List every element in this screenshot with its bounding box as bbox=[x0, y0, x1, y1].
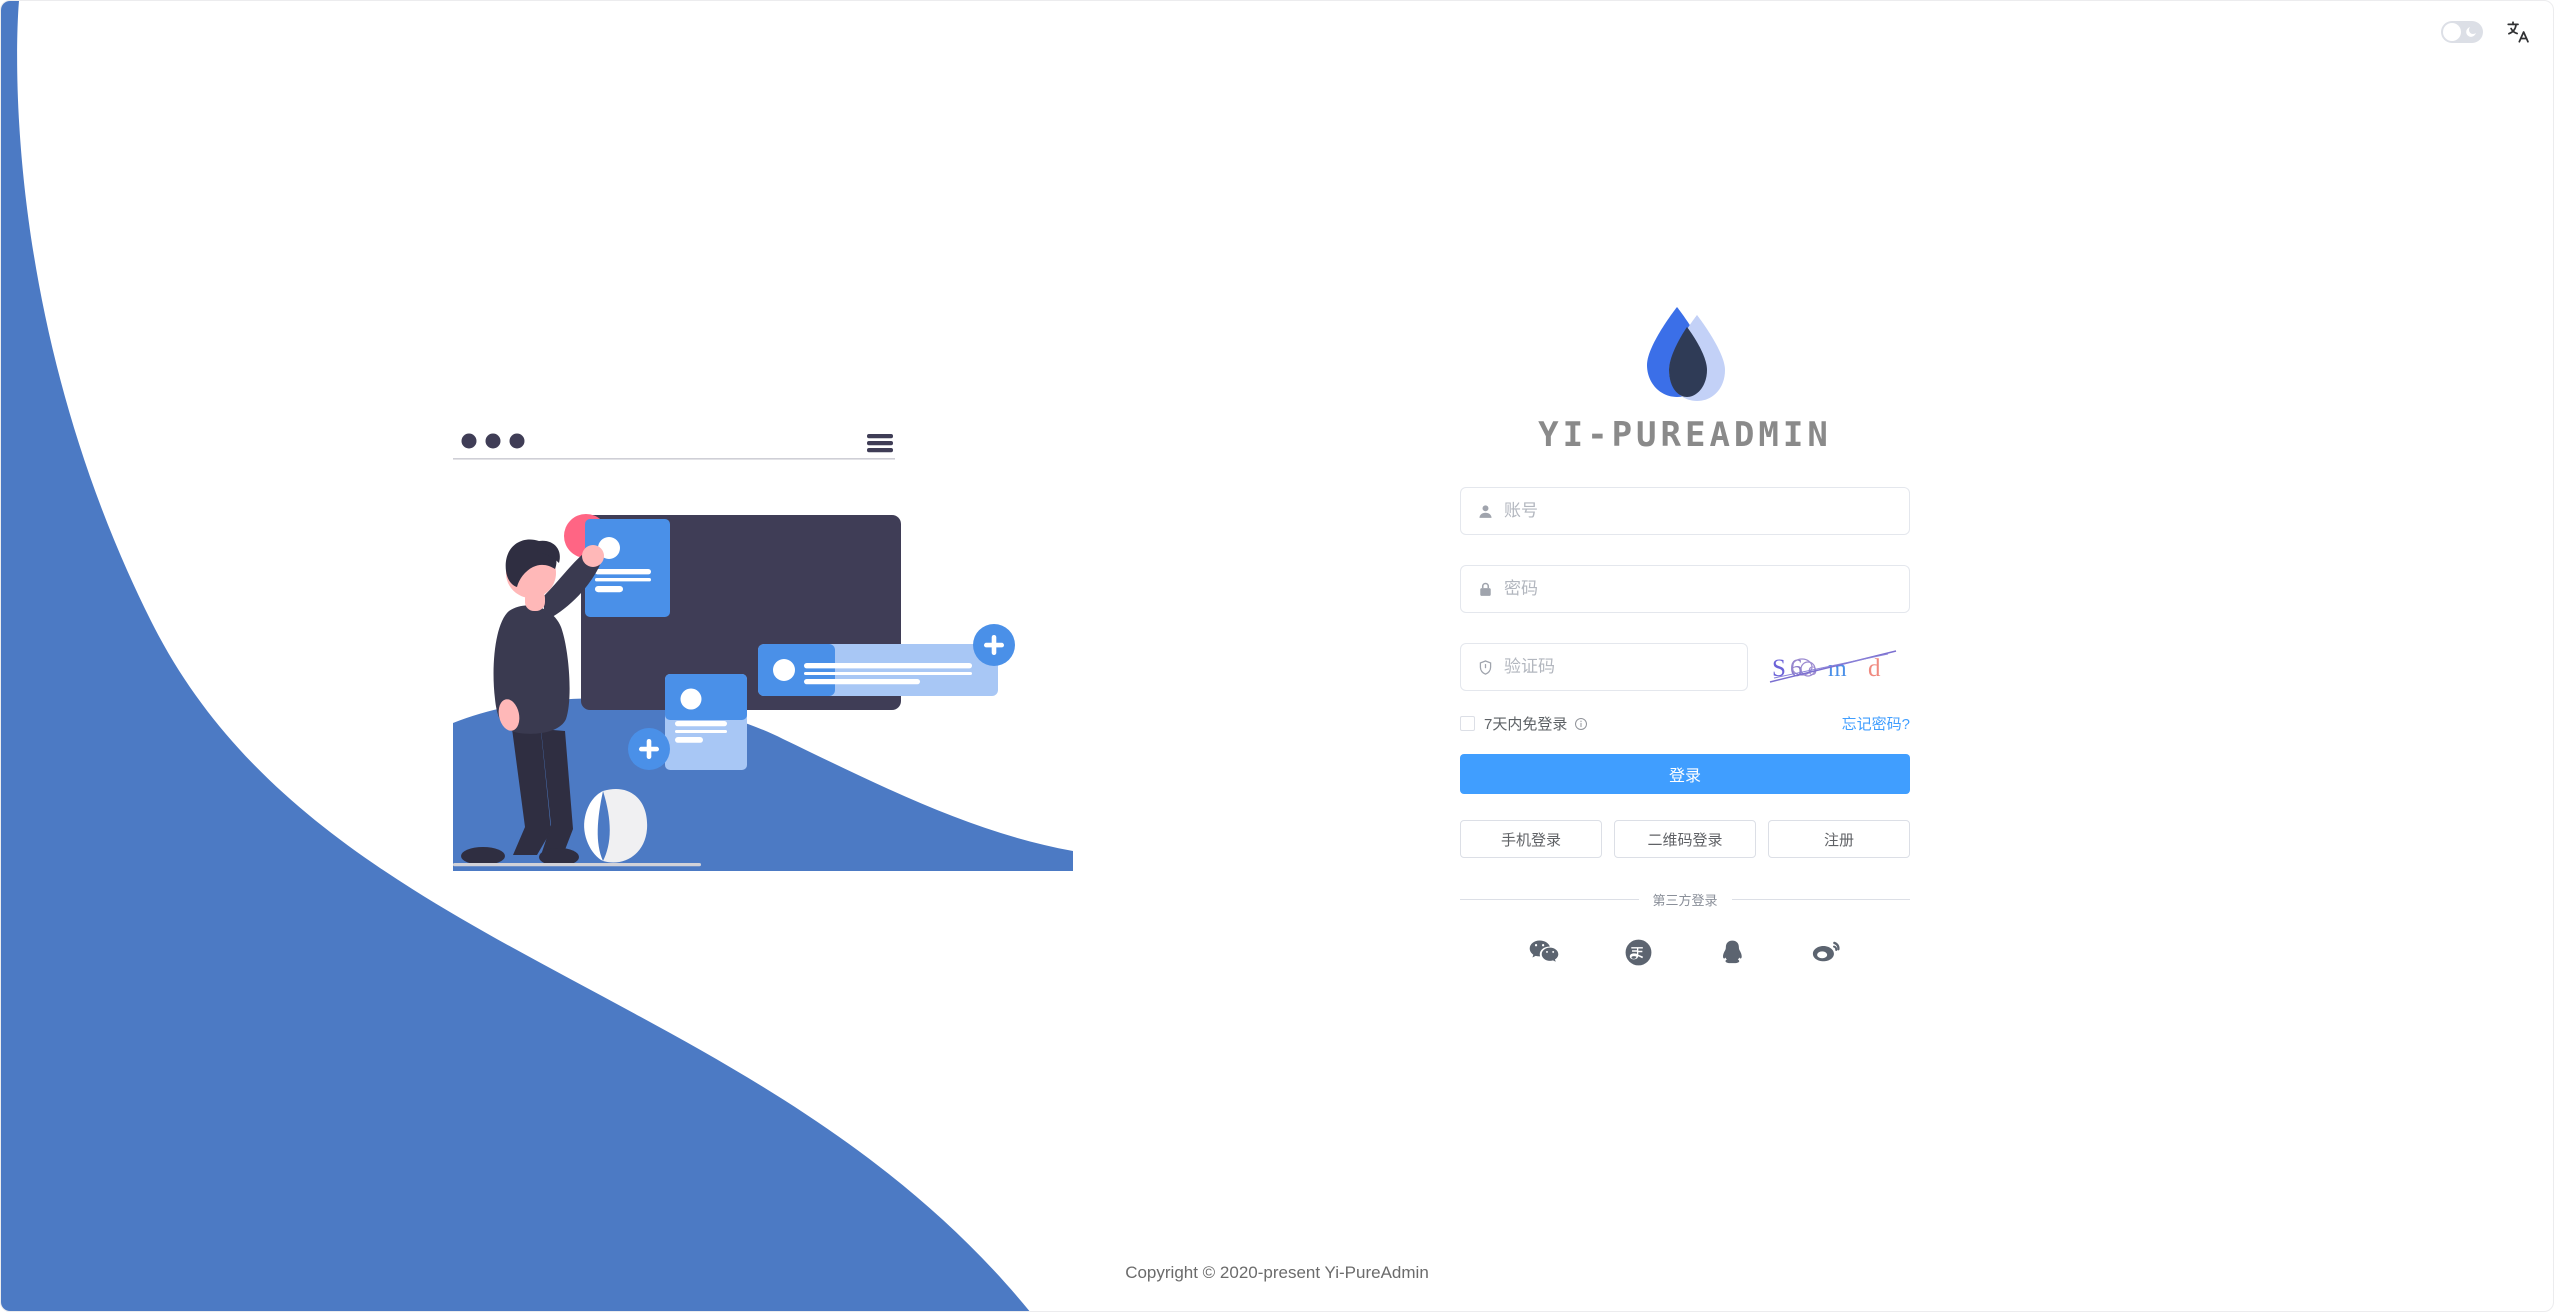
password-input[interactable] bbox=[1504, 566, 1893, 612]
username-input[interactable] bbox=[1504, 488, 1893, 534]
svg-text:d: d bbox=[1868, 655, 1881, 682]
qq-icon[interactable] bbox=[1715, 935, 1749, 969]
phone-login-button[interactable]: 手机登录 bbox=[1460, 820, 1602, 858]
third-party-label: 第三方登录 bbox=[1652, 893, 1718, 908]
illustration-browser-header bbox=[453, 433, 895, 460]
toggle-knob bbox=[2443, 23, 2461, 41]
remember-me-checkbox[interactable]: 7天内免登录 bbox=[1460, 713, 1588, 734]
dark-mode-toggle[interactable] bbox=[2441, 21, 2483, 43]
page-title: YI-PUREADMIN bbox=[1538, 415, 1832, 455]
info-icon[interactable] bbox=[1574, 717, 1588, 731]
illustration-card-top bbox=[585, 519, 670, 617]
register-button[interactable]: 注册 bbox=[1768, 820, 1910, 858]
divider-line-left bbox=[1460, 899, 1639, 900]
captcha-image[interactable]: S 6 o m d bbox=[1768, 645, 1900, 689]
wechat-icon[interactable] bbox=[1527, 935, 1561, 969]
login-panel: YI-PUREADMIN bbox=[1460, 301, 1911, 969]
moon-icon bbox=[2466, 27, 2476, 37]
svg-text:o: o bbox=[1808, 659, 1817, 679]
topbar-controls bbox=[2441, 19, 2531, 45]
language-icon[interactable] bbox=[2505, 19, 2531, 45]
third-party-providers bbox=[1460, 935, 1910, 969]
illustration-card-right bbox=[758, 624, 1015, 696]
svg-text:S: S bbox=[1772, 655, 1786, 682]
footer-copyright: Copyright © 2020-present Yi-PureAdmin bbox=[1125, 1263, 1429, 1282]
qrcode-login-button[interactable]: 二维码登录 bbox=[1614, 820, 1756, 858]
captcha-row: S 6 o m d bbox=[1460, 643, 1910, 691]
checkbox-box[interactable] bbox=[1460, 716, 1475, 731]
alt-login-buttons: 手机登录 二维码登录 注册 bbox=[1460, 820, 1910, 858]
remember-me-label: 7天内免登录 bbox=[1484, 716, 1568, 733]
illustration-person bbox=[461, 539, 604, 866]
login-illustration bbox=[453, 433, 1073, 871]
password-field[interactable] bbox=[1460, 565, 1910, 613]
third-party-divider: 第三方登录 bbox=[1460, 890, 1911, 909]
weibo-icon[interactable] bbox=[1809, 935, 1843, 969]
login-button[interactable]: 登录 bbox=[1460, 754, 1910, 794]
options-row: 7天内免登录 忘记密码? bbox=[1460, 713, 1910, 734]
captcha-input[interactable] bbox=[1504, 644, 1731, 690]
divider-line-right bbox=[1731, 899, 1911, 900]
user-icon bbox=[1477, 503, 1494, 520]
illustration-card-bottom bbox=[628, 674, 747, 770]
svg-text:m: m bbox=[1828, 656, 1847, 682]
alipay-icon[interactable] bbox=[1621, 935, 1655, 969]
lock-icon bbox=[1477, 581, 1494, 598]
captcha-field[interactable] bbox=[1460, 643, 1748, 691]
forgot-password-link[interactable]: 忘记密码? bbox=[1841, 716, 1910, 733]
shield-icon bbox=[1477, 659, 1494, 676]
username-field[interactable] bbox=[1460, 487, 1910, 535]
app-logo-icon bbox=[1647, 307, 1725, 401]
